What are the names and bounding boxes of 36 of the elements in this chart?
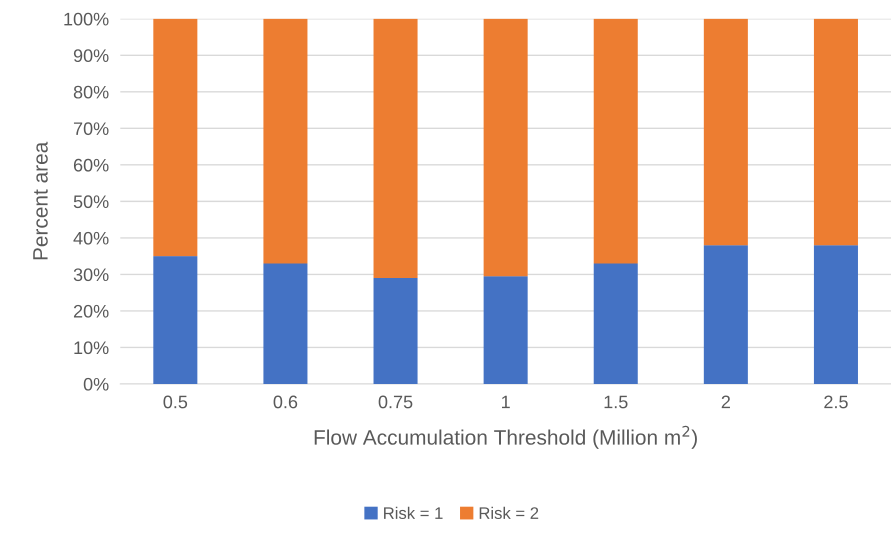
x-axis-title: Flow Accumulation Threshold (Million m$^{2}$) xyxy=(314,426,697,449)
x-tick-label: 1 xyxy=(502,396,510,408)
bar xyxy=(153,256,198,384)
x-tick-label: 0.5 xyxy=(163,396,188,408)
y-tick-label: 90% xyxy=(74,49,109,62)
y-tick-label: 0% xyxy=(84,378,109,391)
bar xyxy=(263,18,308,264)
bar xyxy=(814,18,858,246)
y-tick-label: 50% xyxy=(74,195,109,208)
legend-label: Risk = 2 xyxy=(480,506,538,520)
bar xyxy=(594,18,638,264)
x-tick-label: 0.6 xyxy=(274,396,298,408)
x-tick-label: 0.75 xyxy=(378,396,412,408)
y-tick-label: 60% xyxy=(74,158,109,172)
bar xyxy=(374,18,418,278)
y-tick-label: 10% xyxy=(74,341,109,354)
bar xyxy=(374,278,418,384)
x-tick-label: 2.5 xyxy=(824,396,848,408)
y-axis-title: Percent area xyxy=(33,142,48,260)
bar xyxy=(153,18,198,256)
legend-label: Risk = 1 xyxy=(384,506,443,520)
x-tick-label: 2 xyxy=(722,396,730,408)
bar xyxy=(263,263,308,384)
y-tick-label: 80% xyxy=(74,86,109,99)
bar xyxy=(814,245,858,384)
y-tick-label: 20% xyxy=(74,304,109,318)
y-tick-label: 70% xyxy=(74,122,109,136)
y-tick-label: 30% xyxy=(74,268,109,282)
bar xyxy=(484,18,528,276)
bar xyxy=(484,276,528,384)
bar xyxy=(704,245,748,384)
y-tick-label: 40% xyxy=(73,232,109,245)
y-tick-label: 100% xyxy=(64,12,109,26)
bar xyxy=(594,263,638,384)
x-tick-label: 1.5 xyxy=(604,396,628,408)
bar xyxy=(704,18,748,246)
